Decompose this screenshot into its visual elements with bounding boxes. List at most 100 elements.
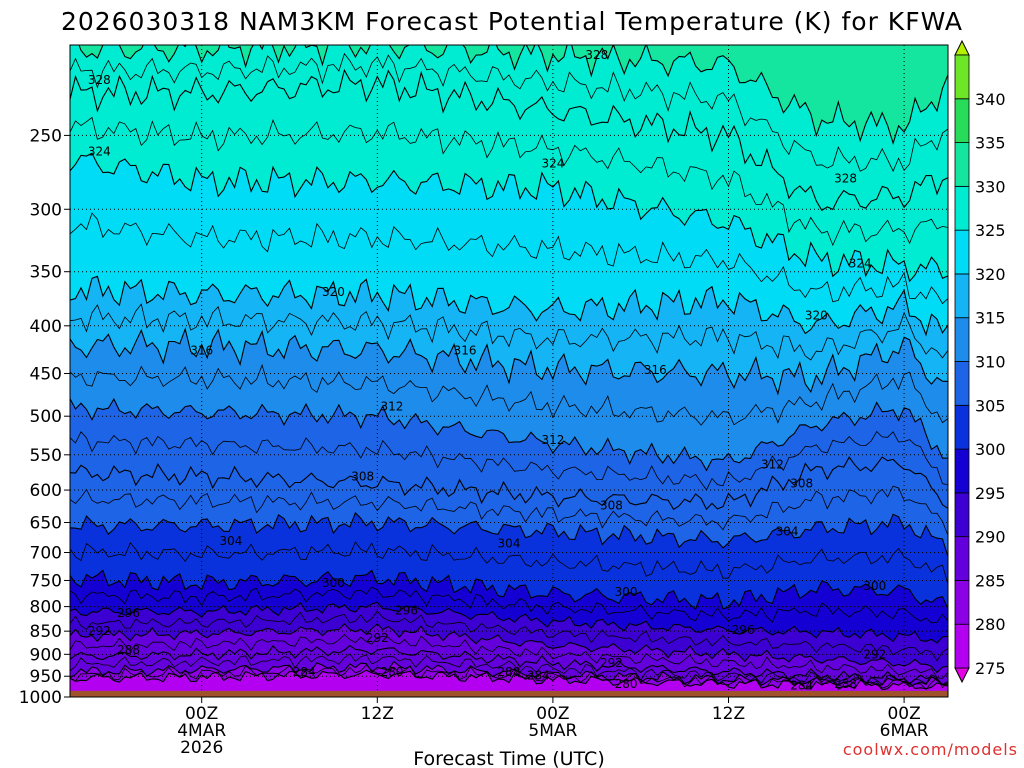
y-tick-label: 600 <box>30 481 62 501</box>
x-tick-label: 2026 <box>180 738 223 758</box>
contour-label: 292 <box>600 656 623 670</box>
colorbar-extend-bottom <box>954 667 970 684</box>
chart-title: 2026030318 NAM3KM Forecast Potential Tem… <box>61 7 963 36</box>
y-tick-label: 850 <box>30 622 62 642</box>
x-tick-label: 6MAR <box>880 721 929 741</box>
isentrope-minor <box>70 116 948 247</box>
contour-label: 292 <box>863 647 886 661</box>
contour-label: 304 <box>220 534 243 548</box>
isentrope-minor <box>70 212 948 305</box>
contour-label: 284 <box>790 678 813 692</box>
contour-label: 312 <box>761 457 784 471</box>
contour-label: 292 <box>88 624 111 638</box>
isentrope-316 <box>70 327 948 396</box>
contour-label: 300 <box>615 585 638 599</box>
fill-band-332 <box>70 45 948 144</box>
colorbar-swatch <box>954 185 970 231</box>
colorbar-swatch <box>954 536 970 581</box>
x-tick-label: 00Z <box>185 704 218 724</box>
isentrope-324 <box>70 152 948 283</box>
y-tick-label: 1000 <box>19 688 62 708</box>
colorbar-label: 300 <box>975 440 1006 459</box>
colorbar-swatch <box>954 317 970 362</box>
colorbar-label: 290 <box>975 528 1006 547</box>
colorbar-label: 315 <box>975 309 1006 328</box>
contour-label: 316 <box>644 363 667 377</box>
x-tick-label: 00Z <box>887 704 920 724</box>
y-tick-label: 750 <box>30 571 62 591</box>
contour-label: 328 <box>88 73 111 87</box>
colorbar-swatch <box>954 404 970 450</box>
isentrope-284 <box>70 660 948 688</box>
x-tick-label: 4MAR <box>177 721 226 741</box>
x-tick-label: 00Z <box>536 704 569 724</box>
isentrope-minor <box>70 653 948 689</box>
colorbar-label: 280 <box>975 615 1006 634</box>
x-tick-label: 5MAR <box>528 721 577 741</box>
isentrope-minor <box>70 634 948 679</box>
contour-label: 316 <box>190 343 213 357</box>
y-tick-label: 500 <box>30 407 62 427</box>
y-tick-label: 250 <box>30 126 62 146</box>
y-tick-label: 650 <box>30 513 62 533</box>
colorbar-swatch <box>954 580 970 625</box>
colorbar-label: 275 <box>975 659 1006 678</box>
watermark: coolwx.com/models <box>843 740 1018 759</box>
isentrope-328 <box>70 68 948 212</box>
contour-label: 328 <box>834 171 857 185</box>
y-tick-label: 300 <box>30 200 62 220</box>
isentrope-minor <box>70 610 948 662</box>
colorbar-label: 295 <box>975 484 1006 503</box>
contour-label: 328 <box>585 48 608 62</box>
contour-label: 308 <box>790 476 813 490</box>
isentrope-308 <box>70 456 948 511</box>
y-tick-label: 900 <box>30 645 62 665</box>
isentrope-minor <box>70 586 948 624</box>
contour-label: 296 <box>395 604 418 618</box>
isentrope-332 <box>70 45 948 146</box>
colorbar-swatch <box>954 492 970 538</box>
colorbar-label: 305 <box>975 396 1006 415</box>
contour-label: 308 <box>351 469 374 483</box>
contour-label: 280 <box>380 665 403 679</box>
contour-label: 312 <box>541 433 564 447</box>
y-tick-label: 700 <box>30 544 62 564</box>
contour-label: 292 <box>366 631 389 645</box>
contour-label: 324 <box>849 257 872 271</box>
plot-frame <box>69 44 949 698</box>
isentrope-minor <box>70 430 948 491</box>
isentrope-minor <box>70 485 948 536</box>
colorbar-label: 330 <box>975 177 1006 196</box>
colorbar-label: 310 <box>975 353 1006 372</box>
contour-label: 308 <box>600 498 623 512</box>
contour-label: 288 <box>498 665 521 679</box>
contour-label: 312 <box>380 399 403 413</box>
isentrope-304 <box>70 511 948 557</box>
isentrope-minor <box>70 541 948 585</box>
y-tick-label: 800 <box>30 598 62 618</box>
colorbar-label: 320 <box>975 265 1006 284</box>
isentrope-minor <box>70 363 948 426</box>
contour-label: 304 <box>776 525 799 539</box>
colorbar-swatch <box>954 54 970 100</box>
x-axis-label: Forecast Time (UTC) <box>413 748 604 768</box>
contour-label: 300 <box>863 579 886 593</box>
contour-label: 324 <box>88 144 111 158</box>
fill-band-328 <box>70 45 948 211</box>
contour-label: 320 <box>322 285 345 299</box>
isentrope-minor <box>70 52 948 173</box>
y-tick-label: 950 <box>30 667 62 687</box>
contour-label: 288 <box>834 677 857 691</box>
contour-label: 324 <box>541 157 564 171</box>
isentrope-288 <box>70 644 948 686</box>
y-tick-label: 450 <box>30 365 62 385</box>
contour-label: 304 <box>498 537 521 551</box>
colorbar: 275 280 285 290 295 300 305 310 315 320 325 330 335 3… <box>954 39 1006 684</box>
x-tick-label: 12Z <box>361 704 394 724</box>
colorbar-label: 335 <box>975 134 1006 153</box>
colorbar-swatch <box>954 229 970 275</box>
x-tick-label: 12Z <box>712 704 745 724</box>
contour-label: 288 <box>117 643 140 657</box>
colorbar-label: 340 <box>975 90 1006 109</box>
